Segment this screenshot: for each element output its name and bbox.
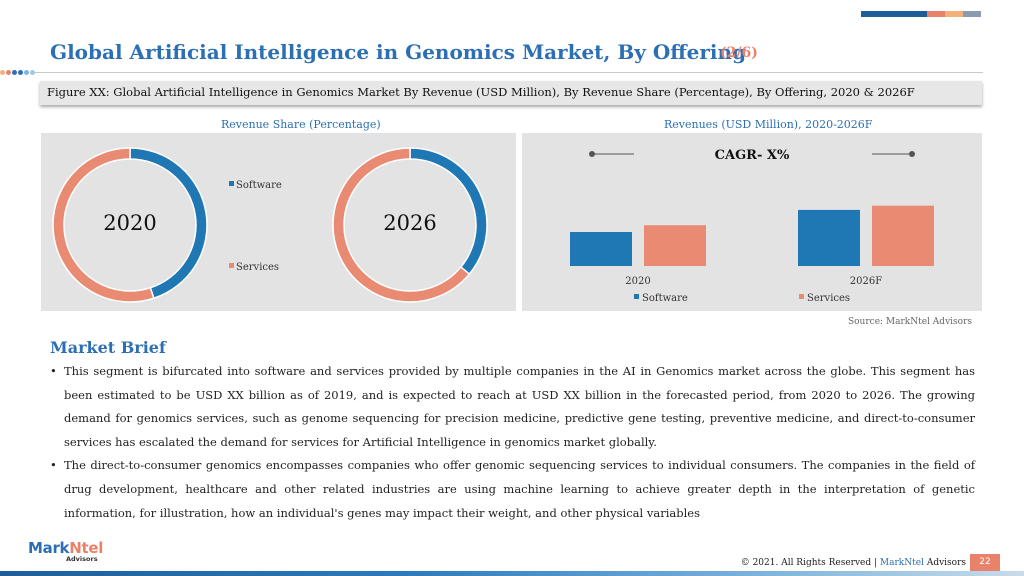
donut-chart-2026: [332, 147, 488, 303]
right-panel-title: Revenues (USD Million), 2020-2026F: [664, 118, 873, 131]
logo-ntel: Ntel: [69, 539, 104, 557]
copyright-note: © 2021. All Rights Reserved | MarkNtel A…: [741, 558, 966, 568]
x-tick-label: 2026F: [850, 276, 882, 287]
bar-software-2026f: [798, 209, 860, 266]
x-tick-label: 2020: [625, 276, 650, 287]
figure-caption: Figure XX: Global Artificial Intelligenc…: [40, 81, 982, 105]
legend-swatch-services: [229, 263, 234, 268]
title-divider: [35, 72, 983, 73]
donut-chart-2020: [52, 147, 208, 303]
bottom-gradient-bar: [0, 571, 1024, 576]
accent-bar-grey: [963, 11, 981, 17]
list-item: This segment is bifurcated into software…: [50, 360, 975, 454]
cagr-left-dot: [589, 151, 595, 157]
page-count: (2/6): [720, 45, 758, 61]
legend-swatch-software: [229, 181, 234, 186]
bar-group: 2020 2026F: [570, 205, 934, 287]
left-panel-title: Revenue Share (Percentage): [221, 118, 381, 131]
legend-swatch-services-bars: [799, 294, 804, 299]
legend-label-services-bars: Services: [807, 293, 850, 304]
header-accent-bars: [861, 11, 981, 17]
legend-label-services: Services: [236, 262, 279, 273]
cagr-label: CAGR- X%: [715, 148, 790, 163]
accent-bar-blue: [861, 11, 927, 17]
market-brief-list: This segment is bifurcated into software…: [50, 360, 975, 525]
accent-bar-coral: [927, 11, 945, 17]
source-note: Source: MarkNtel Advisors: [847, 317, 972, 327]
donut-center-label-2020: 2020: [103, 211, 156, 235]
donut-2026-slice-1: [332, 147, 471, 303]
copyright-text: © 2021. All Rights Reserved |: [740, 558, 880, 568]
accent-bar-peach: [945, 11, 963, 17]
donut-center-label-2026: 2026: [383, 211, 436, 235]
logo-mark: Mark: [28, 539, 70, 557]
donut-2020-slice-1: [52, 147, 155, 303]
bar-services-2026f: [872, 205, 934, 266]
legend-label-software-bars: Software: [642, 293, 688, 304]
page-number: 22: [970, 554, 1000, 571]
logo-sub: Advisors: [66, 555, 98, 563]
cagr-right-dot: [909, 151, 915, 157]
bar-services-2020: [644, 225, 706, 266]
footer-brand: MarkNtel: [879, 558, 924, 568]
donut-charts-svg: 2020 2026 Software Services: [52, 147, 488, 303]
bar-chart-svg: CAGR- X% 2020 2026F Software Services: [570, 148, 934, 304]
legend-swatch-software-bars: [634, 294, 639, 299]
company-logo: MarkNtel Advisors: [28, 538, 104, 563]
revenues-panel: CAGR- X% 2020 2026F Software Services: [522, 133, 982, 311]
footer-brand-suffix: Advisors: [923, 558, 966, 568]
legend-label-software: Software: [236, 180, 282, 191]
page-title: Global Artificial Intelligence in Genomi…: [50, 40, 747, 64]
bar-software-2020: [570, 232, 632, 266]
revenue-share-panel: 2020 2026 Software Services: [41, 133, 516, 311]
decorative-dots: [0, 70, 35, 75]
list-item: The direct-to-consumer genomics encompas…: [50, 454, 975, 525]
market-brief-heading: Market Brief: [50, 338, 166, 357]
